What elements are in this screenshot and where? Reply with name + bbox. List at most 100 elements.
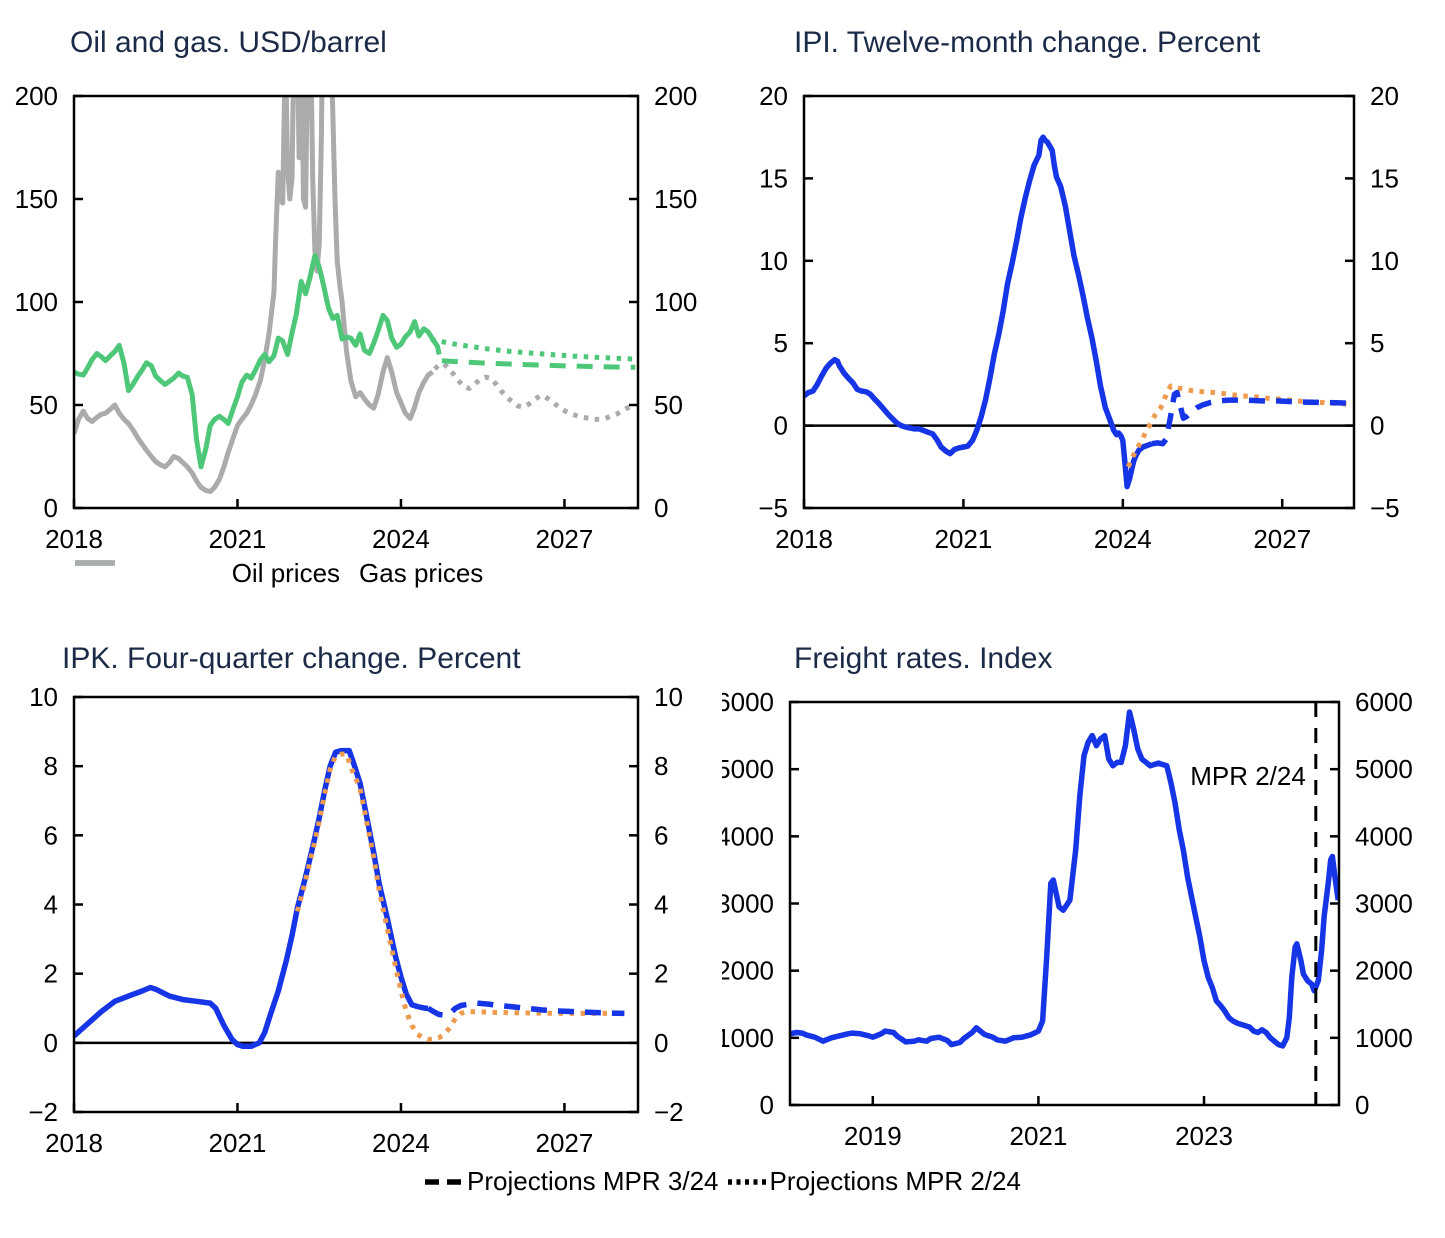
legend-item-oil-prices: Oil prices: [75, 558, 341, 589]
y-tick-label-right: 5000: [1355, 754, 1413, 784]
y-tick-label-right: 2: [654, 959, 668, 989]
x-tick-label: 2024: [1094, 524, 1152, 554]
panel-oil-gas: Oil and gas. USD/barrel 0 0 50 50 100 100 150 1…: [0, 0, 722, 620]
y-tick-label-right: 6: [654, 820, 668, 850]
plot-frame: [72, 695, 640, 1114]
y-tick-label-left: −2: [28, 1097, 58, 1127]
x-tick-label: 2023: [1175, 1121, 1233, 1151]
ipi-chart: −5 −5 0 0 5 5 10 10 15 15 20 20 2018 2021 2024 2027: [758, 81, 1400, 554]
chart-title-freight: Freight rates. Index: [794, 642, 1053, 675]
y-tick-label-right: 2000: [1355, 956, 1413, 986]
series-ipk-projection-mpr-3-24: [426, 1000, 625, 1018]
series-oil-prices-projection-mpr-2-24: [430, 336, 636, 362]
y-tick-label-right: 8: [654, 751, 668, 781]
y-tick-label-left: 4: [44, 890, 58, 920]
series-ipi-projection-mpr-3-24: [1151, 389, 1352, 447]
y-tick-label-right: 4: [654, 890, 668, 920]
series-ipk-projection-mpr-2-24: [294, 751, 625, 1042]
series-gas-prices: [74, 96, 435, 494]
oil-gas-legend: Oil prices Gas prices: [74, 558, 638, 589]
legend-item-projections-mpr-3-24: Projections MPR 3/24: [424, 1166, 719, 1197]
y-tick-label-left: 2000: [722, 956, 774, 986]
y-tick-label-right: 6000: [1355, 687, 1413, 717]
y-tick-label-left: 0: [44, 493, 58, 523]
y-tick-label-right: 100: [654, 287, 697, 317]
series-ipi: [804, 134, 1154, 490]
x-tick-label: 2024: [372, 1128, 430, 1158]
series-oil-prices: [74, 253, 442, 470]
y-tick-label-left: 150: [15, 184, 58, 214]
panel-ipk: IPK. Four-quarter change. Percent −2 −2 0 0…: [0, 620, 722, 1238]
legend-label-oil-prices: Oil prices: [231, 558, 341, 588]
projections-legend: Projections MPR 3/24 Projections MPR 2/2…: [0, 1166, 1445, 1197]
y-tick-label-left: 6000: [722, 687, 774, 717]
y-tick-label-left: 5000: [722, 754, 774, 784]
y-tick-label-right: 150: [654, 184, 697, 214]
y-tick-label-left: 3000: [722, 889, 774, 919]
y-tick-label-right: 200: [654, 81, 697, 111]
x-tick-label: 2021: [209, 524, 267, 554]
y-tick-label-right: 0: [1370, 411, 1384, 441]
panel-ipi: IPI. Twelve-month change. Percent −5 −5 0 0…: [722, 0, 1444, 620]
y-tick-label-right: 0: [654, 1028, 668, 1058]
y-tick-label-left: 10: [29, 682, 58, 712]
y-tick-label-right: 0: [1355, 1090, 1369, 1120]
y-tick-label-left: 2: [44, 959, 58, 989]
x-tick-label: 2018: [45, 1128, 103, 1158]
plot-frame: [802, 94, 1356, 510]
ipk-chart: −2 −2 0 0 2 2 4 4 6 6 8 8 10 10 2018 2021 2024 2027: [28, 682, 684, 1158]
x-tick-label: 2018: [45, 524, 103, 554]
y-tick-label-right: 10: [654, 682, 683, 712]
y-tick-label-right: 5: [1370, 328, 1384, 358]
y-tick-label-right: −5: [1370, 493, 1400, 523]
y-tick-label-left: 10: [759, 246, 788, 276]
x-tick-label: 2021: [1009, 1121, 1067, 1151]
y-tick-label-left: 0: [760, 1090, 774, 1120]
x-tick-label: 2021: [934, 524, 992, 554]
x-tick-label: 2021: [209, 1128, 267, 1158]
series-ipk: [74, 747, 429, 1050]
y-tick-label-right: 0: [654, 493, 668, 523]
x-tick-label: 2018: [775, 524, 833, 554]
y-tick-label-right: 1000: [1355, 1023, 1413, 1053]
y-tick-label-left: 5: [774, 328, 788, 358]
chart-title-ipi: IPI. Twelve-month change. Percent: [794, 26, 1261, 59]
y-tick-label-left: 6: [44, 820, 58, 850]
chart-title-ipk: IPK. Four-quarter change. Percent: [62, 642, 521, 675]
x-tick-label: 2027: [536, 1128, 594, 1158]
y-tick-label-left: 200: [15, 81, 58, 111]
y-tick-label-right: −2: [654, 1097, 684, 1127]
y-tick-label-right: 50: [654, 390, 683, 420]
x-tick-label: 2027: [536, 524, 594, 554]
legend-label-gas-prices: Gas prices: [359, 558, 484, 588]
plot-frame: [72, 94, 640, 510]
legend-label-projections-mpr-2-24: Projections MPR 2/24: [769, 1166, 1021, 1196]
y-tick-label-left: 15: [759, 163, 788, 193]
y-tick-label-left: 0: [44, 1028, 58, 1058]
y-tick-label-left: 100: [15, 287, 58, 317]
legend-label-projections-mpr-3-24: Projections MPR 3/24: [467, 1166, 719, 1196]
y-tick-label-right: 3000: [1355, 889, 1413, 919]
series-freight-rates: [790, 709, 1339, 1049]
legend-item-projections-mpr-2-24: Projections MPR 2/24: [727, 1166, 1021, 1197]
y-tick-label-left: 20: [759, 81, 788, 111]
panel-freight: Freight rates. Index 0 0 1000 1000 2000 2000 3…: [722, 620, 1444, 1238]
series-ipi-projection-mpr-2-24: [1125, 383, 1352, 468]
y-tick-label-left: 1000: [722, 1023, 774, 1053]
x-tick-label: 2024: [372, 524, 430, 554]
series-oil-prices-projection-mpr-3-24: [441, 358, 636, 370]
oil-gas-chart: 0 0 50 50 100 100 150 150 200 200 2018 2021 2024 2027: [15, 81, 698, 554]
y-tick-label-left: 50: [29, 390, 58, 420]
y-tick-label-right: 20: [1370, 81, 1399, 111]
freight-chart: 0 0 1000 1000 2000 2000 3000 3000 4000 4000 5000 50…: [722, 687, 1413, 1151]
y-tick-label-left: 0: [774, 411, 788, 441]
y-tick-label-right: 10: [1370, 246, 1399, 276]
y-tick-label-right: 15: [1370, 163, 1399, 193]
y-tick-label-left: 8: [44, 751, 58, 781]
chart-title-oil-gas: Oil and gas. USD/barrel: [70, 26, 387, 59]
y-tick-label-right: 4000: [1355, 821, 1413, 851]
y-tick-label-left: 4000: [722, 821, 774, 851]
dashed-line-swatch-icon: [424, 1177, 464, 1187]
series-gas-prices-projection-mpr-2-24: [432, 361, 637, 422]
